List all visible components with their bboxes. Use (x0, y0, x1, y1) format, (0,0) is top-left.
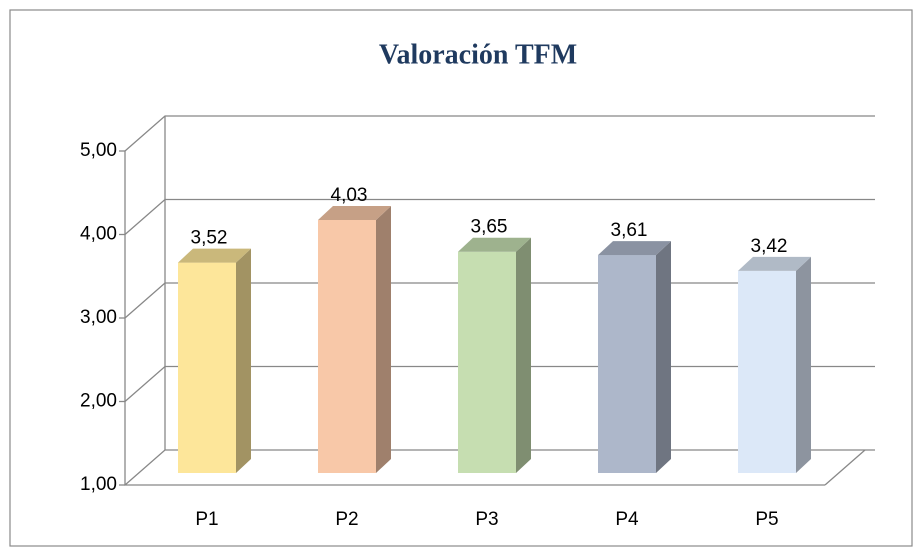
value-label: 3,52 (191, 228, 228, 249)
value-label: 3,65 (471, 217, 508, 238)
bar-top (598, 241, 671, 256)
value-label: 3,61 (611, 220, 648, 241)
bar-front (738, 270, 796, 473)
x-tick-label: P2 (335, 509, 358, 530)
x-tick-label: P1 (195, 509, 218, 530)
bar-top (458, 237, 531, 252)
x-tick-label: P5 (755, 509, 778, 530)
bar-side (236, 248, 251, 473)
bar-side (796, 256, 811, 473)
bar-side (516, 237, 531, 473)
grid-line (124, 115, 875, 152)
y-tick-label: 1,00 (80, 474, 117, 495)
y-tick-label: 4,00 (80, 224, 117, 245)
value-label: 3,42 (751, 236, 788, 257)
grid-line (124, 198, 875, 235)
bar-front (598, 255, 656, 473)
bar-side (376, 205, 391, 473)
bar-top (738, 256, 811, 271)
chart-title: Valoración TFM (379, 39, 577, 70)
bar-front (318, 219, 376, 473)
bar-top (178, 248, 251, 263)
value-label: 4,03 (331, 185, 368, 206)
bar-side (656, 241, 671, 473)
bar-front (178, 262, 236, 473)
x-tick-label: P3 (475, 509, 498, 530)
bar-front (458, 251, 516, 473)
y-tick-label: 2,00 (80, 391, 117, 412)
bar-top (318, 205, 391, 220)
y-tick-label: 3,00 (80, 307, 117, 328)
y-tick-label: 5,00 (80, 140, 117, 161)
floor-edge (824, 449, 866, 486)
x-tick-label: P4 (615, 509, 639, 530)
